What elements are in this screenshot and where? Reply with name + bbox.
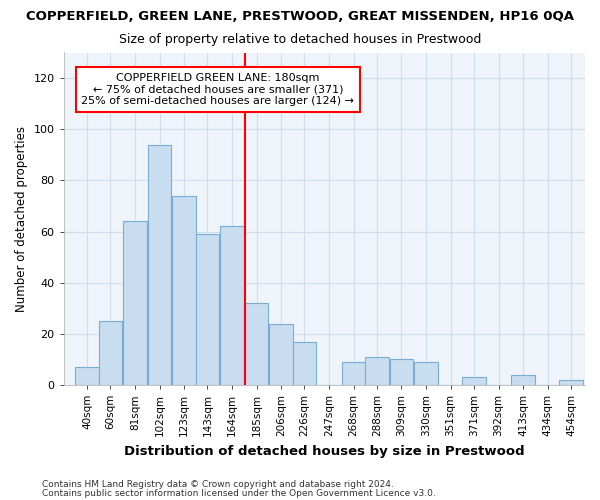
Bar — [462, 378, 485, 385]
Text: Contains public sector information licensed under the Open Government Licence v3: Contains public sector information licen… — [42, 488, 436, 498]
Text: Size of property relative to detached houses in Prestwood: Size of property relative to detached ho… — [119, 32, 481, 46]
Bar — [196, 234, 219, 385]
X-axis label: Distribution of detached houses by size in Prestwood: Distribution of detached houses by size … — [124, 444, 524, 458]
Bar — [124, 222, 146, 385]
Text: COPPERFIELD GREEN LANE: 180sqm
← 75% of detached houses are smaller (371)
25% of: COPPERFIELD GREEN LANE: 180sqm ← 75% of … — [82, 73, 355, 106]
Text: Contains HM Land Registry data © Crown copyright and database right 2024.: Contains HM Land Registry data © Crown c… — [42, 480, 394, 489]
Bar — [511, 375, 535, 385]
Bar — [172, 196, 196, 385]
Bar — [293, 342, 316, 385]
Bar — [390, 360, 413, 385]
Bar — [220, 226, 244, 385]
Bar — [342, 362, 365, 385]
Bar — [76, 367, 99, 385]
Y-axis label: Number of detached properties: Number of detached properties — [15, 126, 28, 312]
Bar — [245, 303, 268, 385]
Bar — [415, 362, 438, 385]
Bar — [269, 324, 293, 385]
Bar — [559, 380, 583, 385]
Text: COPPERFIELD, GREEN LANE, PRESTWOOD, GREAT MISSENDEN, HP16 0QA: COPPERFIELD, GREEN LANE, PRESTWOOD, GREA… — [26, 10, 574, 23]
Bar — [365, 357, 389, 385]
Bar — [148, 144, 171, 385]
Bar — [99, 321, 122, 385]
